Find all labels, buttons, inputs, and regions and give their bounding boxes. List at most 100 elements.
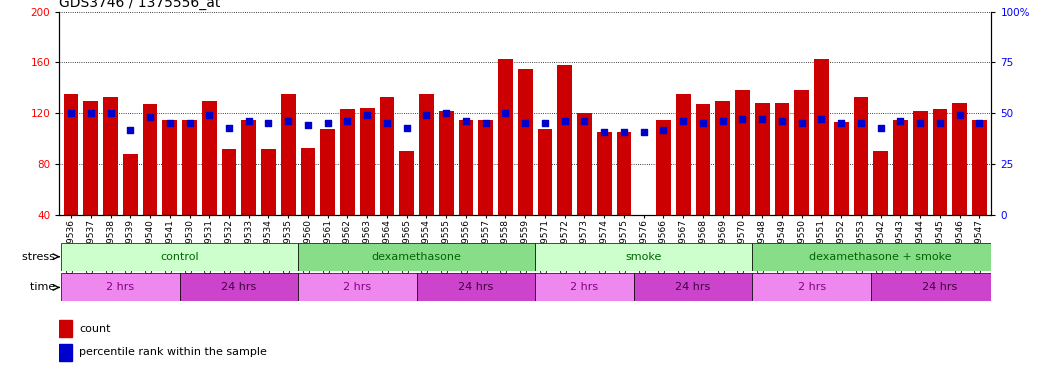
Point (616, 129, 632, 135)
Bar (201, 101, 217, 215)
Point (121, 126, 138, 132)
Point (438, 110, 455, 116)
Point (754, 116, 770, 122)
Point (162, 120, 179, 126)
Point (596, 129, 612, 135)
Text: percentile rank within the sample: percentile rank within the sample (79, 347, 267, 358)
Point (556, 118, 573, 124)
Bar (281, 94, 296, 215)
Point (714, 118, 731, 124)
Bar (298, 243, 536, 271)
Point (359, 112, 376, 118)
Bar (61, 273, 180, 301)
Bar (656, 120, 671, 215)
Point (892, 118, 908, 124)
Bar (61, 243, 298, 271)
Bar (952, 103, 967, 215)
Point (62, 110, 79, 116)
Bar (794, 90, 809, 215)
Point (773, 118, 790, 124)
Text: 2 hrs: 2 hrs (106, 282, 135, 293)
Point (182, 120, 198, 126)
Bar (262, 149, 276, 215)
Text: 2 hrs: 2 hrs (571, 282, 599, 293)
Text: GDS3746 / 1375556_at: GDS3746 / 1375556_at (59, 0, 220, 10)
Point (635, 129, 652, 135)
Bar (932, 109, 948, 215)
Point (517, 120, 534, 126)
Text: 2 hrs: 2 hrs (797, 282, 825, 293)
Point (280, 118, 297, 124)
Point (477, 120, 494, 126)
Text: 24 hrs: 24 hrs (221, 282, 256, 293)
Bar (557, 65, 572, 215)
Point (912, 120, 929, 126)
Point (241, 118, 257, 124)
Bar (597, 132, 611, 215)
Text: dexamethasone: dexamethasone (372, 252, 462, 262)
Text: 24 hrs: 24 hrs (676, 282, 711, 293)
Point (102, 110, 118, 116)
Point (201, 112, 218, 118)
Bar (972, 120, 987, 215)
Point (576, 118, 593, 124)
Point (339, 118, 356, 124)
Point (537, 120, 553, 126)
Bar (380, 97, 394, 215)
Bar (182, 120, 197, 215)
Bar (577, 113, 592, 215)
Point (320, 120, 336, 126)
Bar (912, 111, 928, 215)
Bar (321, 129, 335, 215)
Point (675, 118, 691, 124)
Bar (853, 97, 869, 215)
Bar (360, 108, 375, 215)
Bar (893, 120, 908, 215)
Point (261, 120, 277, 126)
Text: stress: stress (23, 252, 59, 262)
Point (458, 118, 474, 124)
Bar (755, 103, 769, 215)
Bar (498, 59, 513, 215)
Bar (479, 120, 493, 215)
Bar (676, 94, 690, 215)
Text: count: count (79, 324, 111, 334)
Bar (617, 132, 631, 215)
Bar (753, 273, 871, 301)
Bar (400, 151, 414, 215)
Bar (103, 97, 118, 215)
Bar (59, 344, 72, 361)
Bar (242, 120, 256, 215)
Bar (63, 94, 79, 215)
Bar (536, 273, 634, 301)
Point (418, 112, 435, 118)
Point (932, 120, 949, 126)
Bar (871, 273, 1009, 301)
Bar (715, 101, 730, 215)
Bar (340, 109, 355, 215)
Bar (873, 151, 889, 215)
Point (694, 120, 711, 126)
Bar (162, 120, 177, 215)
Text: 24 hrs: 24 hrs (923, 282, 958, 293)
Bar (439, 111, 454, 215)
Point (399, 124, 415, 131)
Point (300, 122, 317, 129)
Text: time: time (30, 282, 59, 293)
Bar (142, 104, 158, 215)
Bar (774, 103, 789, 215)
Text: dexamethasone + smoke: dexamethasone + smoke (810, 252, 952, 262)
Point (832, 120, 849, 126)
Bar (301, 147, 316, 215)
Bar (536, 243, 753, 271)
Point (734, 116, 750, 122)
Bar (538, 129, 552, 215)
Bar (634, 273, 753, 301)
Bar (518, 69, 532, 215)
Text: 24 hrs: 24 hrs (458, 282, 493, 293)
Bar (695, 104, 710, 215)
Bar (419, 94, 434, 215)
Point (221, 124, 238, 131)
Point (813, 116, 829, 122)
Bar (122, 154, 138, 215)
